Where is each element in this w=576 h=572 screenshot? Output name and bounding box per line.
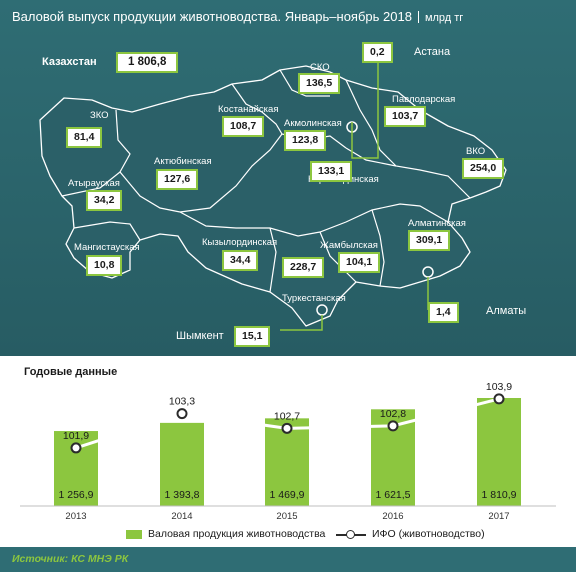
region-value-zhambyl: 104,1 (338, 252, 381, 273)
bar-value-label-2016: 1 621,5 (375, 489, 410, 501)
map-panel: Валовой выпуск продукции животноводства.… (0, 0, 576, 356)
region-name-sko: СКО (310, 62, 330, 73)
x-tick-2015: 2015 (276, 511, 297, 522)
bar-2014 (160, 422, 204, 506)
region-name-aktobe: Актюбинская (154, 156, 212, 167)
total-label: Казахстан (42, 56, 97, 68)
region-name-zko: ЗКО (90, 110, 109, 121)
x-tick-2017: 2017 (488, 511, 509, 522)
region-value-akmola: 123,8 (284, 130, 327, 151)
x-tick-2016: 2016 (382, 511, 403, 522)
region-name-kostanay: Костанайская (218, 104, 279, 115)
region-name-akmola: Акмолинская (284, 118, 342, 129)
region-value-zko: 81,4 (66, 127, 103, 148)
region-value-almaty-region: 309,1 (408, 230, 451, 251)
x-tick-2014: 2014 (171, 511, 192, 522)
region-value-kyzylorda: 34,4 (222, 250, 259, 271)
ifo-point-2014 (176, 408, 188, 420)
unit-label: млрд тг (424, 12, 464, 24)
region-value-kostanay: 108,7 (222, 116, 265, 137)
region-name-mangistau: Мангистауская (74, 242, 140, 253)
footer-bar (0, 547, 576, 572)
ifo-point-2017 (493, 393, 505, 405)
bar-2017 (477, 398, 521, 506)
annual-title: Годовые данные (24, 366, 118, 378)
bar-value-label-2017: 1 810,9 (481, 489, 516, 501)
page-title: Валовой выпуск продукции животноводства.… (12, 9, 464, 24)
ifo-value-label-2016: 102,8 (380, 408, 406, 420)
ifo-value-label-2017: 103,9 (486, 381, 512, 393)
region-name-kyzylorda: Кызылординская (202, 237, 278, 248)
bar-value-label-2014: 1 393,8 (164, 489, 199, 501)
region-value-atyrau: 34,2 (86, 190, 123, 211)
city-name-astana: Астана (414, 46, 451, 58)
region-name-atyrau: Атырауская (68, 178, 120, 189)
region-name-pavlodar: Павлодарская (392, 94, 456, 105)
legend-line-label: ИФО (животноводство) (372, 528, 485, 540)
legend-bar-swatch (126, 530, 142, 539)
city-name-almaty: Алматы (486, 305, 527, 317)
ifo-point-2016 (387, 420, 399, 432)
region-name-almaty-region: Алматинская (408, 218, 466, 229)
region-value-pavlodar: 103,7 (384, 106, 427, 127)
kazakhstan-map (39, 62, 507, 331)
ifo-point-2015 (281, 422, 293, 434)
ifo-value-label-2013: 101,9 (63, 430, 89, 442)
region-value-aktobe: 127,6 (156, 169, 199, 190)
legend-bar-label: Валовая продукция животноводства (148, 528, 326, 540)
region-value-karaganda: 133,1 (310, 161, 353, 182)
city-name-shymkent: Шымкент (176, 330, 224, 342)
bar-value-label-2015: 1 469,9 (269, 489, 304, 501)
city-value-astana: 0,2 (362, 42, 393, 63)
legend-line-marker-icon (346, 530, 355, 539)
region-value-mangistau: 10,8 (86, 255, 123, 276)
region-name-turkestan: Туркестанская (282, 293, 346, 304)
region-value-vko: 254,0 (462, 158, 505, 179)
annual-chart: 1 256,9 1 393,8 1 469,9 1 621,5 1 810,9 2013… (20, 381, 556, 522)
city-value-almaty: 1,4 (428, 302, 459, 323)
ifo-value-label-2015: 102,7 (274, 410, 300, 422)
ifo-point-2013 (70, 442, 82, 454)
region-value-turkestan: 228,7 (282, 257, 325, 278)
total-value: 1 806,8 (116, 52, 179, 73)
region-name-zhambyl: Жамбылская (320, 240, 378, 251)
region-name-vko: ВКО (466, 146, 486, 157)
city-value-shymkent: 15,1 (234, 326, 271, 347)
region-value-sko: 136,5 (298, 73, 341, 94)
legend: Валовая продукция животноводства ИФО (жи… (0, 526, 576, 544)
source-note: Источник: КС МНЭ РК (12, 553, 129, 565)
x-tick-2013: 2013 (65, 511, 86, 522)
ifo-value-label-2014: 103,3 (169, 396, 195, 408)
bar-value-label-2013: 1 256,9 (58, 489, 93, 501)
